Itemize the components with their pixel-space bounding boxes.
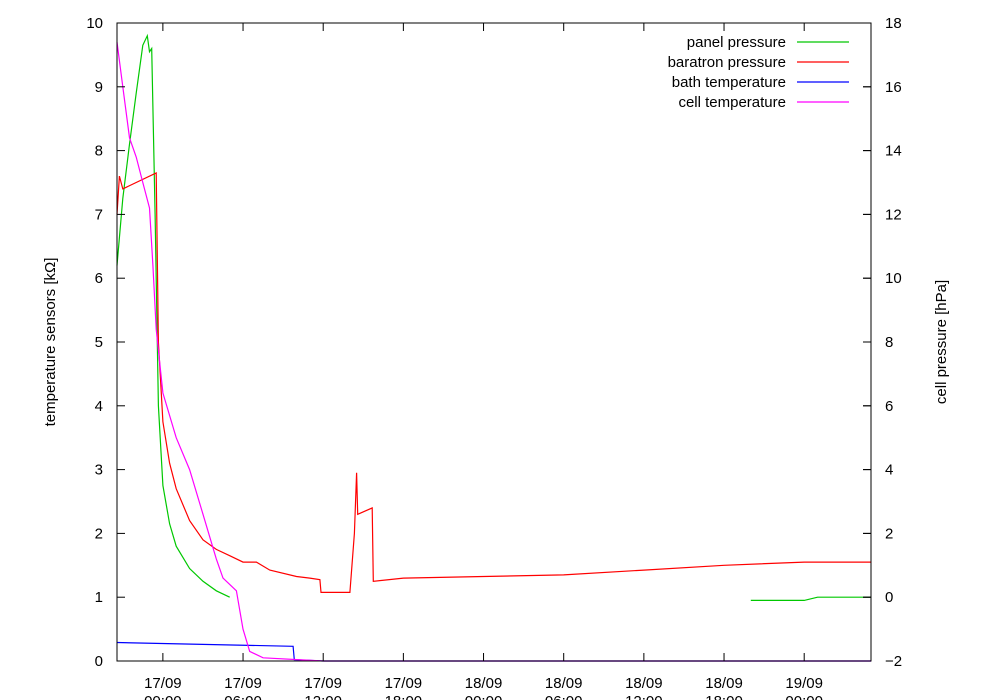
y2-tick-label: 0 bbox=[885, 589, 893, 606]
y-tick-label: 5 bbox=[95, 334, 103, 351]
y2-tick-label: 8 bbox=[885, 334, 893, 351]
series-panel-pressure bbox=[116, 33, 230, 598]
x-tick-date: 17/09 bbox=[144, 675, 182, 692]
y2-tick-label: 2 bbox=[885, 525, 893, 542]
x-tick-date: 19/09 bbox=[785, 675, 823, 692]
x-tick-time: 00:00 bbox=[785, 693, 823, 700]
y2-tick-label: 16 bbox=[885, 79, 902, 96]
y2-tick-label: 4 bbox=[885, 462, 893, 479]
x-tick-date: 18/09 bbox=[705, 675, 743, 692]
x-tick-time: 12:00 bbox=[304, 693, 342, 700]
legend: panel pressure baratron pressure bath temp… bbox=[668, 34, 849, 111]
y-tick-label: 9 bbox=[95, 79, 103, 96]
series-panel-pressure-late-segment bbox=[750, 596, 871, 601]
legend-label: baratron pressure bbox=[668, 54, 786, 71]
x-tick-time: 06:00 bbox=[224, 693, 262, 700]
x-tick-time: 06:00 bbox=[545, 693, 583, 700]
y-tick-label: 4 bbox=[95, 398, 103, 415]
series-baratron-pressure bbox=[116, 171, 871, 593]
x-tick-date: 18/09 bbox=[465, 675, 503, 692]
y-tick-label: 10 bbox=[86, 15, 103, 32]
y2-axis-label: cell pressure [hPa] bbox=[933, 280, 950, 404]
legend-label: bath temperature bbox=[672, 74, 786, 91]
y-axis-label: temperature sensors [kΩ] bbox=[42, 258, 59, 427]
x-tick-time: 18:00 bbox=[385, 693, 423, 700]
y-tick-label: 0 bbox=[95, 653, 103, 670]
series-bath-temperature bbox=[116, 641, 871, 662]
x-tick-date: 17/09 bbox=[385, 675, 423, 692]
y-tick-label: 2 bbox=[95, 525, 103, 542]
y-tick-label: 6 bbox=[95, 270, 103, 287]
y-axis-right: −2 0 2 4 6 8 10 12 14 16 18 bbox=[863, 15, 902, 670]
y2-tick-label: 6 bbox=[885, 398, 893, 415]
x-tick-date: 17/09 bbox=[304, 675, 342, 692]
x-tick-time: 00:00 bbox=[465, 693, 503, 700]
y2-tick-label: 12 bbox=[885, 206, 902, 223]
x-tick-time: 12:00 bbox=[625, 693, 663, 700]
y2-tick-label: 14 bbox=[885, 143, 902, 160]
x-tick-date: 18/09 bbox=[625, 675, 663, 692]
legend-label: cell temperature bbox=[678, 94, 786, 111]
y2-tick-label: 10 bbox=[885, 270, 902, 287]
x-tick-time: 18:00 bbox=[705, 693, 743, 700]
y-tick-label: 8 bbox=[95, 143, 103, 160]
series-cell-temperature bbox=[116, 42, 871, 662]
x-tick-date: 17/09 bbox=[224, 675, 262, 692]
plot-area bbox=[116, 33, 871, 662]
y-tick-label: 1 bbox=[95, 589, 103, 606]
x-tick-date: 18/09 bbox=[545, 675, 583, 692]
y-axis-left: 0 1 2 3 4 5 6 7 8 9 10 bbox=[86, 15, 871, 670]
y-tick-label: 3 bbox=[95, 462, 103, 479]
x-axis: 17/0900:0017/0906:0017/0912:0017/0918:00… bbox=[144, 23, 823, 700]
x-tick-time: 00:00 bbox=[144, 693, 182, 700]
y2-tick-label: 18 bbox=[885, 15, 902, 32]
legend-label: panel pressure bbox=[687, 34, 786, 51]
y2-tick-label: −2 bbox=[885, 653, 902, 670]
plot-frame bbox=[116, 22, 872, 662]
y-tick-label: 7 bbox=[95, 206, 103, 223]
